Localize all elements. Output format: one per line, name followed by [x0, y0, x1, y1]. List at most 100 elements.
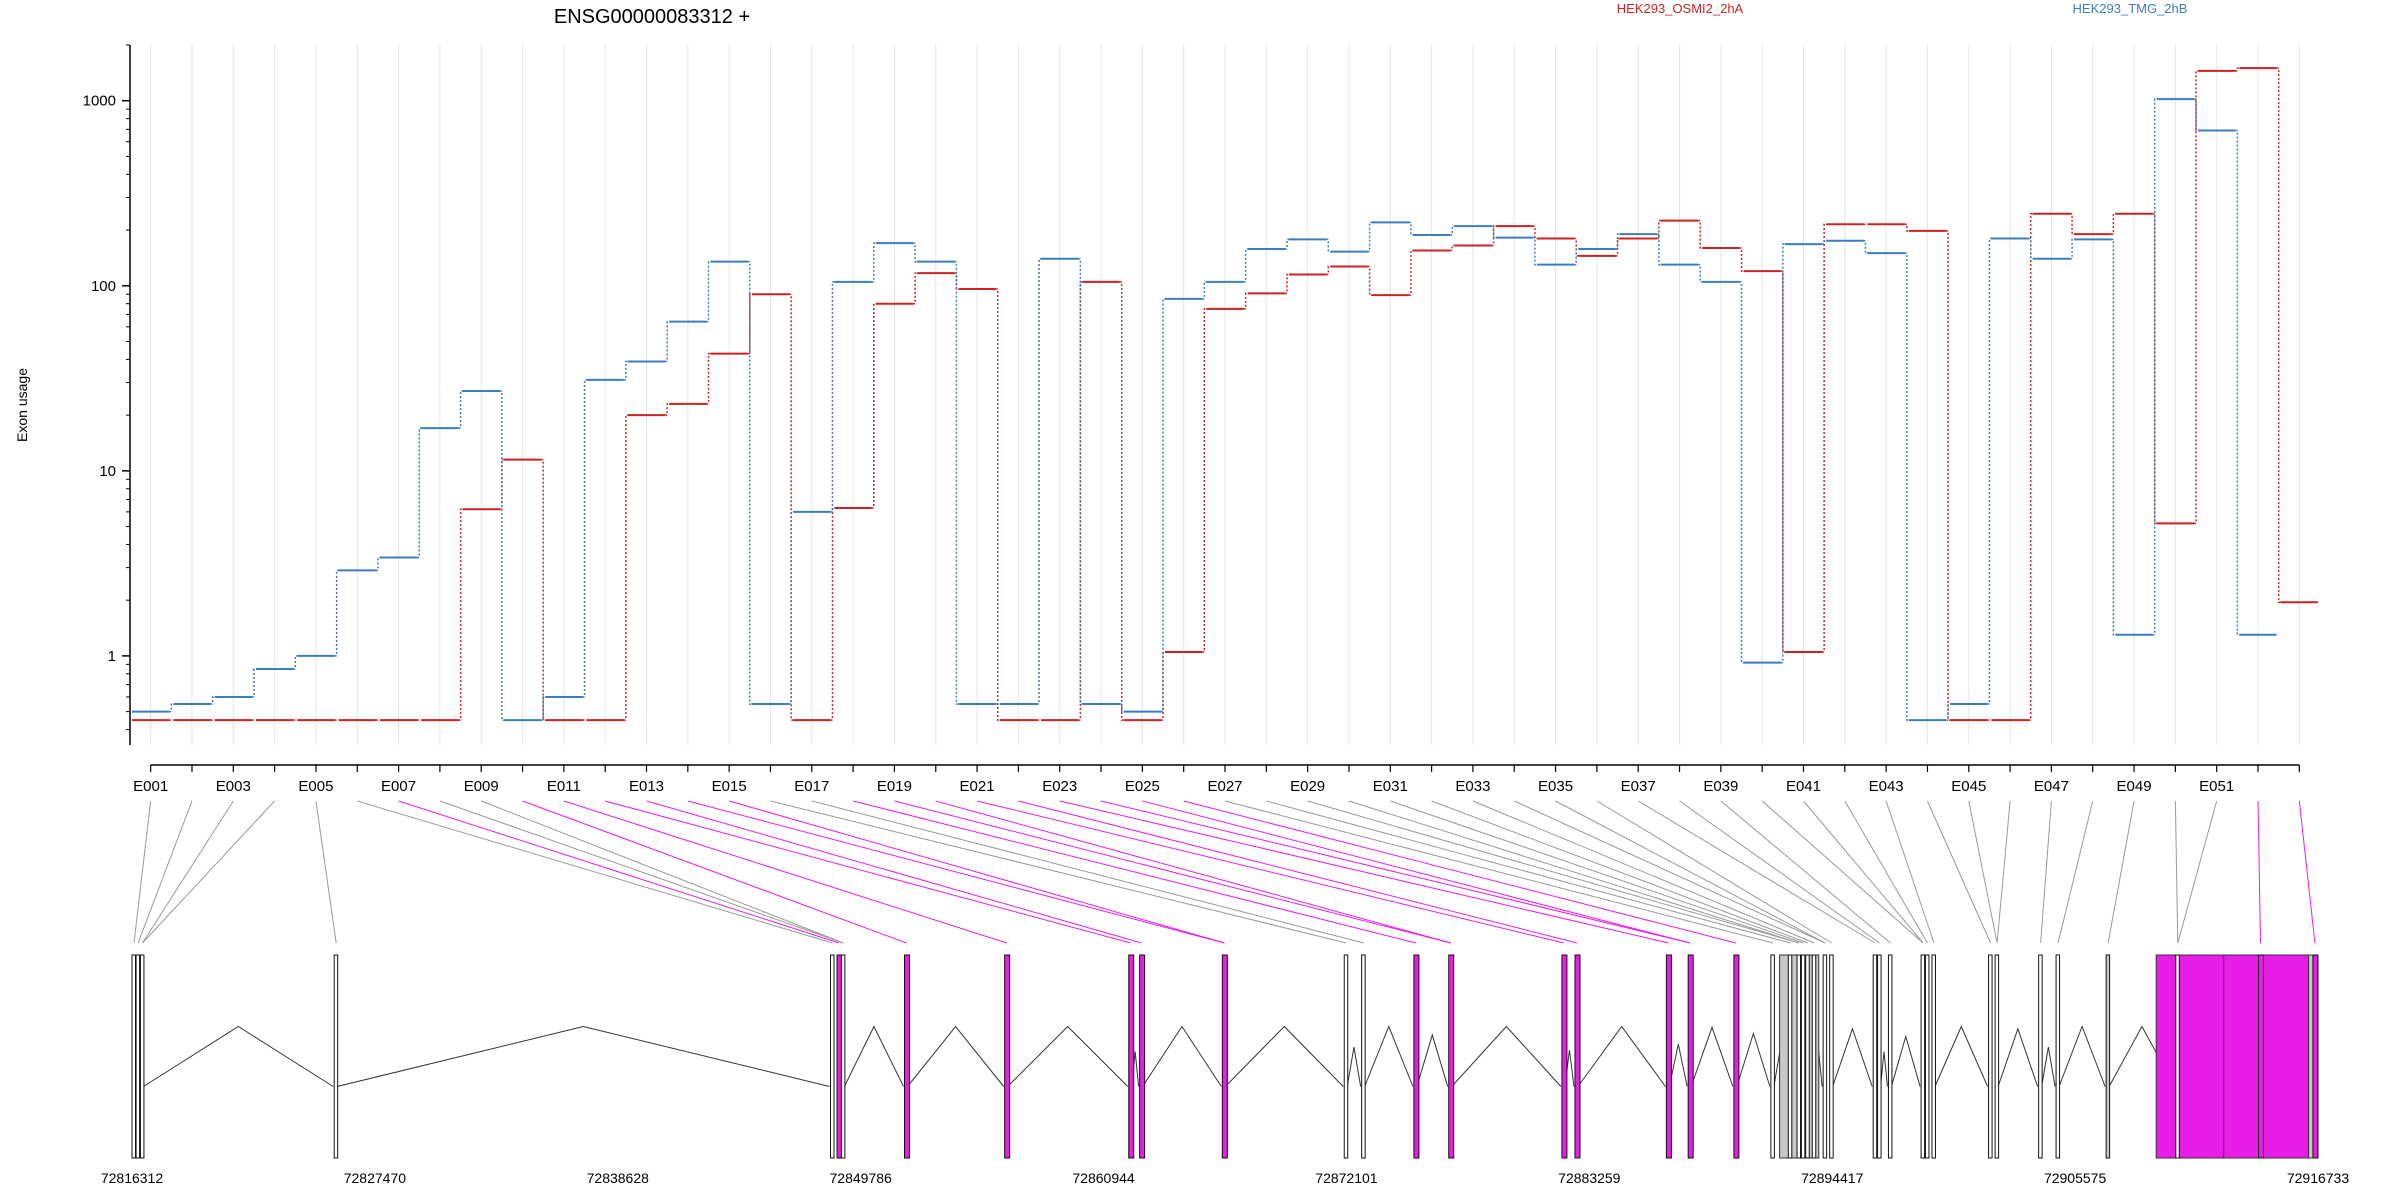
x-tick-label-e003: E003 — [216, 778, 251, 795]
intron-line — [1690, 1025, 1734, 1087]
exon-bar — [1805, 954, 1810, 1159]
series-osmi2-connector — [541, 458, 546, 721]
exon-bar — [1811, 954, 1817, 1159]
genomic-tick-label: 72905575 — [2044, 1170, 2107, 1186]
series-tmg-connector — [2194, 98, 2199, 132]
exon-block — [2223, 954, 2310, 1159]
connector-e038 — [1679, 800, 1880, 944]
exon-bar — [333, 954, 339, 1159]
intron-line — [1577, 1025, 1666, 1087]
series-tmg-connector — [2111, 238, 2116, 636]
series-tmg-connector — [1202, 281, 1207, 300]
intron-line — [1890, 1034, 1921, 1087]
connector-e052 — [2257, 800, 2262, 944]
series-tmg-connector — [747, 260, 752, 705]
connector-e018 — [852, 800, 1417, 944]
exon-bar — [1770, 954, 1775, 1159]
y-axis-label: Exon usage — [14, 368, 30, 442]
intron-line — [907, 1025, 1005, 1087]
connector-e039 — [1720, 800, 1891, 944]
exon-block — [2155, 954, 2225, 1159]
series-osmi2-connector — [499, 458, 504, 511]
connector-e049 — [2107, 800, 2135, 944]
intron-line — [143, 1025, 334, 1087]
connector-e009 — [481, 800, 844, 944]
series-osmi2-connector — [2111, 213, 2116, 235]
intron-line — [1934, 1025, 1989, 1087]
exon-bar — [1413, 954, 1420, 1159]
x-tick-label-e023: E023 — [1042, 778, 1077, 795]
connector-e015 — [729, 800, 1225, 944]
series-osmi2-connector — [913, 272, 918, 305]
exon-bar — [1787, 954, 1793, 1159]
series-tmg-connector — [1326, 238, 1331, 253]
exon-bar — [1829, 954, 1834, 1159]
series-tmg-connector — [1946, 703, 1951, 721]
series-tmg-connector — [1863, 240, 1868, 254]
series-osmi2-connector — [1491, 225, 1496, 247]
series-osmi2-connector — [1904, 223, 1909, 232]
x-tick-label-e037: E037 — [1621, 778, 1656, 795]
exon-bar — [1128, 954, 1135, 1159]
series-tmg-connector — [871, 242, 876, 283]
series-osmi2-connector — [623, 414, 628, 721]
connector-e006 — [357, 800, 833, 944]
connector-e022 — [1018, 800, 1578, 944]
series-osmi2-connector — [995, 288, 1000, 721]
series-tmg-connector — [1739, 281, 1744, 664]
genomic-tick-label: 72894417 — [1801, 1170, 1864, 1186]
connector-e042 — [1844, 800, 1928, 944]
series-tmg-connector — [623, 360, 628, 381]
series-tmg-connector — [1780, 243, 1785, 664]
x-tick-label-e013: E013 — [629, 778, 664, 795]
exon-bar — [1343, 954, 1349, 1159]
intron-line — [1668, 1043, 1688, 1087]
exon-bar — [1924, 954, 1930, 1159]
series-tmg-connector — [1284, 238, 1289, 250]
x-tick-label-e031: E031 — [1373, 778, 1408, 795]
x-tick-label-e045: E045 — [1951, 778, 1986, 795]
series-tmg-connector — [830, 281, 835, 513]
series-tmg-connector — [665, 320, 670, 363]
series-osmi2-connector — [1450, 244, 1455, 252]
x-tick-label-e041: E041 — [1786, 778, 1821, 795]
series-tmg-connector — [334, 569, 339, 657]
series-tmg-connector — [2235, 129, 2240, 636]
connector-e013 — [646, 800, 1142, 944]
exon-bar — [1988, 954, 1993, 1159]
x-tick-label-e015: E015 — [712, 778, 747, 795]
connector-e011 — [563, 800, 1007, 944]
genomic-tick-label: 72872101 — [1315, 1170, 1378, 1186]
connector-e012 — [605, 800, 1131, 944]
exon-bar — [1796, 954, 1802, 1159]
series-osmi2-connector — [1780, 270, 1785, 653]
series-tmg-connector — [1698, 263, 1703, 283]
exon-bar — [2055, 954, 2061, 1159]
connector-e025 — [1142, 800, 1691, 944]
x-tick-label-e007: E007 — [381, 778, 416, 795]
series-tmg-connector — [293, 655, 298, 670]
genomic-tick-label: 72838628 — [587, 1170, 650, 1186]
series-tmg-connector — [458, 390, 463, 429]
connector-e043 — [1885, 800, 1935, 944]
series-osmi2-connector — [458, 508, 463, 721]
series-tmg-connector — [169, 703, 174, 713]
x-tick-label-e049: E049 — [2117, 778, 2152, 795]
x-tick-label-e019: E019 — [877, 778, 912, 795]
connector-e053 — [2298, 800, 2316, 944]
x-tick-label-e047: E047 — [2034, 778, 2069, 795]
connector-e036 — [1596, 800, 1832, 944]
series-osmi2-connector — [1532, 225, 1537, 240]
connector-e048 — [2057, 800, 2094, 944]
exon-bar — [1004, 954, 1011, 1159]
intron-line — [1880, 1051, 1888, 1087]
series-tmg-connector — [582, 379, 587, 698]
connector-e028 — [1266, 800, 1791, 944]
y-tick-label: 1000 — [83, 93, 116, 110]
x-tick-label-e027: E027 — [1207, 778, 1242, 795]
genomic-tick-label: 72860944 — [1072, 1170, 1135, 1186]
connector-e041 — [1803, 800, 1924, 944]
connector-e046 — [1996, 800, 2011, 944]
genomic-tick-label: 72827470 — [344, 1170, 407, 1186]
connector-e003 — [142, 800, 234, 944]
